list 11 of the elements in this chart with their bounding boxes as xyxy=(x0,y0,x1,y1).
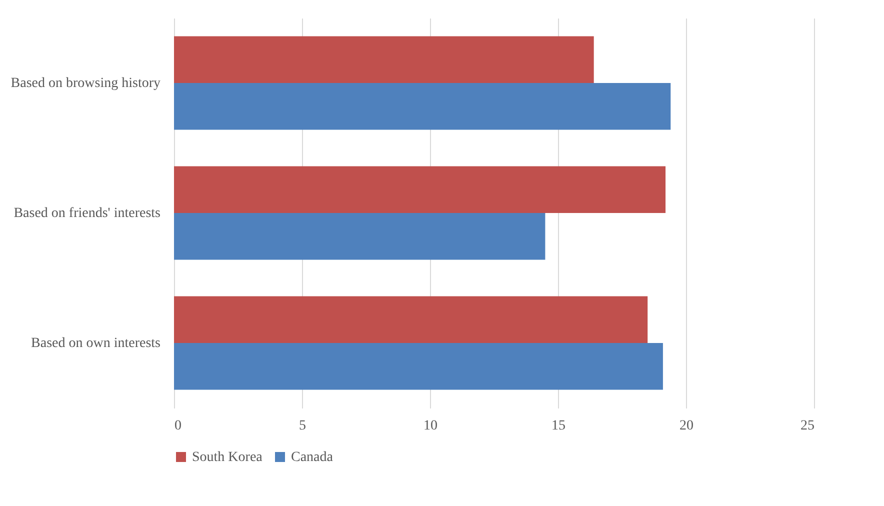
y-tick-label: Based on friends' interests xyxy=(14,206,160,221)
x-tick-label: 15 xyxy=(552,418,566,434)
x-tick-label: 25 xyxy=(800,418,814,434)
x-tick-label: 20 xyxy=(680,418,694,434)
legend-label: South Korea xyxy=(192,450,264,465)
y-tick-label: Based on own interests xyxy=(31,336,160,351)
y-tick-label: Based on browsing history xyxy=(10,76,160,91)
legend-label: Canada xyxy=(291,450,334,465)
x-tick-label: 5 xyxy=(299,418,306,434)
x-tick-label: 10 xyxy=(424,418,438,434)
x-tick-label: 0 xyxy=(174,418,182,434)
